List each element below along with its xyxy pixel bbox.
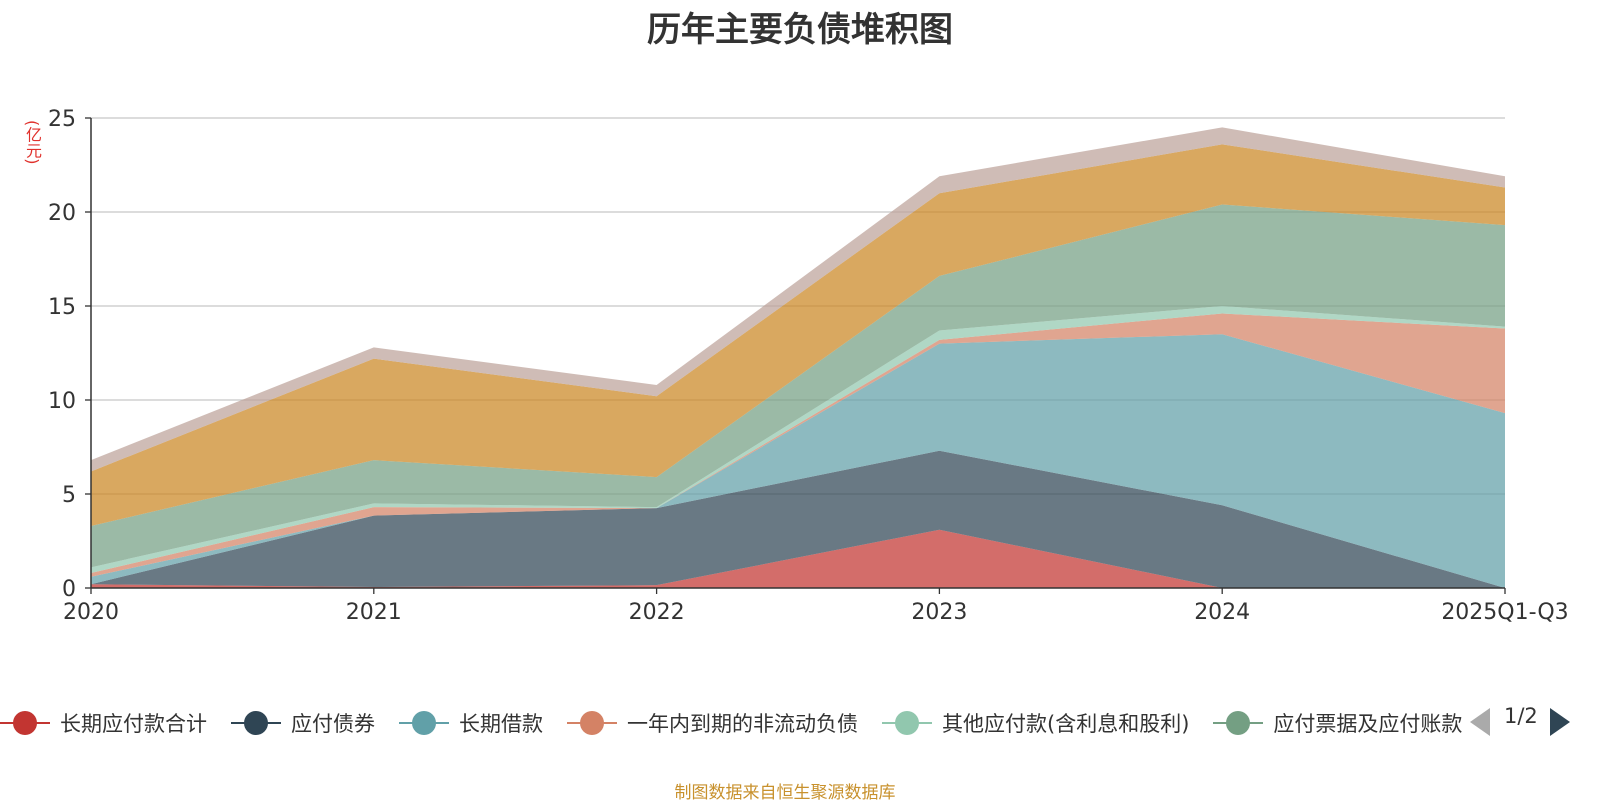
legend: 长期应付款合计 应付债券 长期借款 一年内到期的非流动负债 其他应付款(含利息和股利) 应…	[0, 700, 1470, 750]
x-tick-label: 2025Q1-Q3	[1441, 600, 1568, 625]
x-tick-label: 2024	[1194, 600, 1250, 625]
legend-label: 长期应付款合计	[60, 712, 207, 736]
y-tick-label: 25	[48, 107, 76, 132]
legend-item[interactable]: 长期应付款合计	[0, 706, 207, 740]
area-series-2	[91, 334, 1505, 588]
legend-marker-dot	[580, 711, 604, 735]
legend-marker-dot	[13, 711, 37, 735]
legend-item[interactable]: 长期借款	[399, 706, 543, 740]
legend-label: 一年内到期的非流动负债	[627, 712, 858, 736]
legend-item[interactable]: 应付票据及应付账款	[1213, 706, 1462, 740]
legend-marker-icon	[231, 706, 281, 740]
legend-next-page-icon[interactable]	[1550, 708, 1570, 736]
area-series-6	[91, 144, 1505, 526]
legend-marker-icon	[1213, 706, 1264, 740]
legend-label: 长期借款	[459, 712, 543, 736]
area-series-4	[91, 306, 1505, 573]
source-note: 制图数据来自恒生聚源数据库	[674, 783, 896, 803]
legend-page-label: 1/2	[1504, 704, 1538, 728]
legend-marker-dot	[895, 711, 919, 735]
legend-marker-dot	[1226, 711, 1251, 735]
legend-pager: 1/2	[1470, 704, 1570, 736]
legend-prev-page-icon[interactable]	[1470, 708, 1490, 736]
legend-marker-icon	[399, 706, 449, 740]
y-tick-label: 5	[62, 483, 76, 508]
y-tick-label: 20	[48, 201, 76, 226]
stacked-area-chart: 0 5 10 15 20 25 2020 2021 2022 2023 2024 2025Q1-Q3	[48, 107, 1569, 625]
legend-label: 应付债券	[291, 712, 375, 736]
area-series-0	[91, 529, 1505, 588]
y-tick-label: 10	[48, 389, 76, 414]
axes: 0 5 10 15 20 25 2020 2021 2022 2023 2024 2025Q1-Q3	[48, 107, 1569, 625]
area-series-layer	[91, 127, 1505, 588]
legend-marker-icon	[882, 706, 932, 740]
legend-item[interactable]: 一年内到期的非流动负债	[567, 706, 858, 740]
legend-item[interactable]: 应付债券	[231, 706, 375, 740]
area-series-5	[91, 204, 1505, 568]
legend-marker-dot	[244, 711, 268, 735]
y-tick-label: 15	[48, 295, 76, 320]
x-tick-label: 2023	[911, 600, 967, 625]
legend-marker-icon	[0, 706, 50, 740]
area-series-3	[91, 313, 1505, 577]
x-tick-label: 2021	[346, 600, 402, 625]
y-axis-unit-label: (亿元)	[23, 120, 42, 165]
legend-item[interactable]: 其他应付款(含利息和股利)	[882, 706, 1189, 740]
legend-label: 应付票据及应付账款	[1273, 712, 1463, 736]
legend-marker-icon	[567, 706, 617, 740]
chart-title: 历年主要负债堆积图	[647, 10, 953, 50]
legend-label: 其他应付款(含利息和股利)	[942, 712, 1190, 736]
x-tick-label: 2022	[629, 600, 685, 625]
legend-marker-dot	[412, 711, 436, 735]
x-tick-label: 2020	[63, 600, 119, 625]
area-series-7	[91, 127, 1505, 472]
y-tick-label: 0	[62, 577, 76, 602]
area-series-1	[91, 450, 1505, 588]
